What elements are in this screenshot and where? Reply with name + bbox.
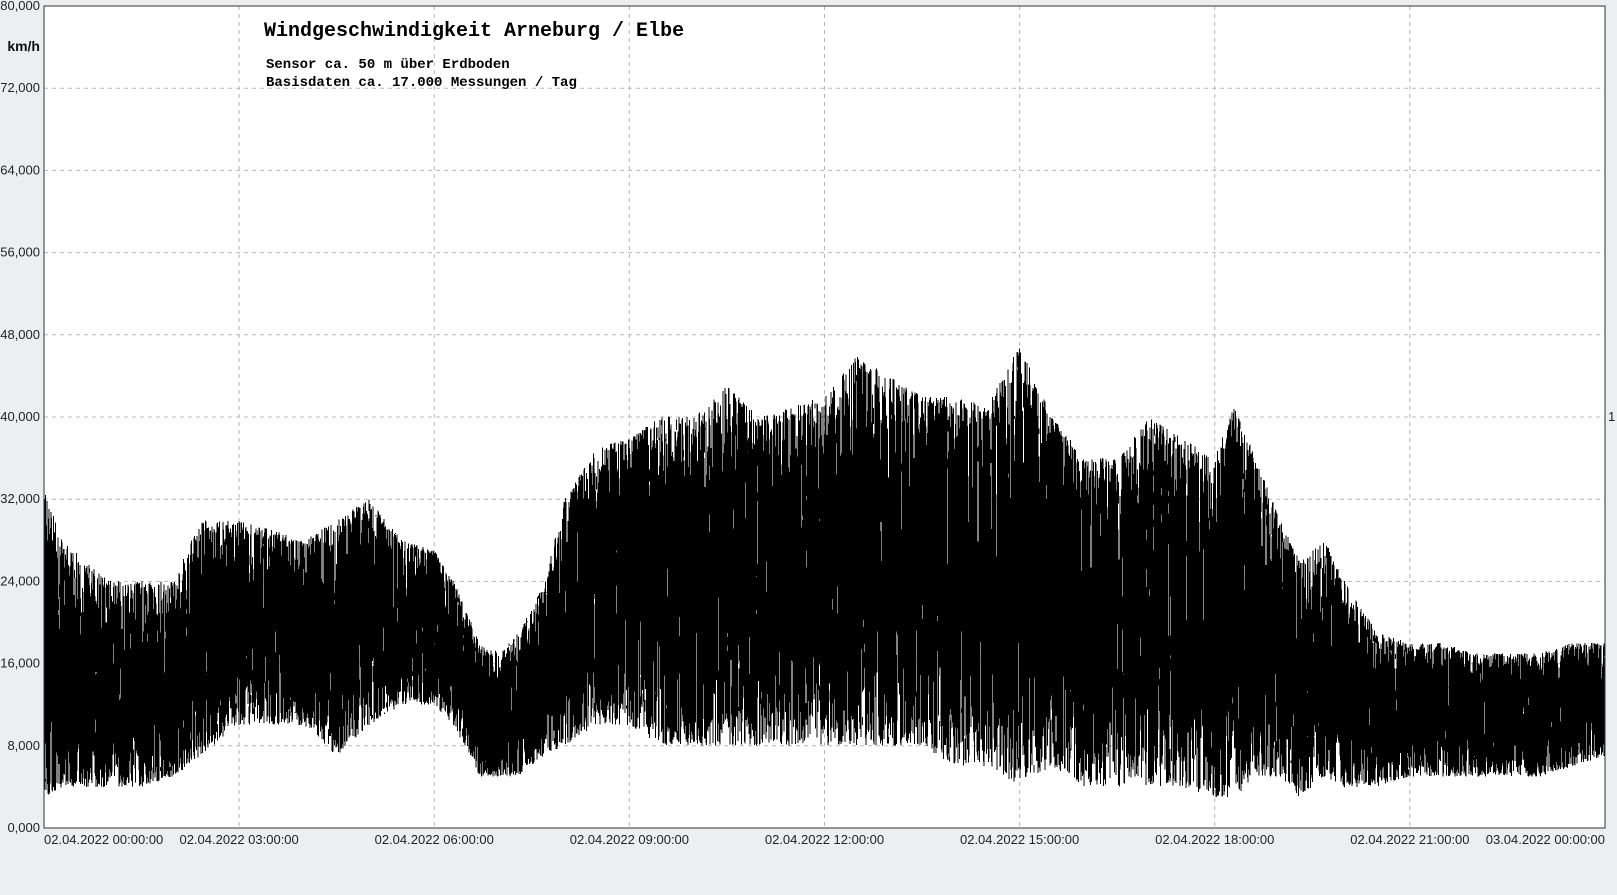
y-tick-label: 64,000	[0, 162, 40, 177]
y-tick-label: 32,000	[0, 491, 40, 506]
x-tick-label: 02.04.2022 21:00:00	[1350, 832, 1469, 847]
x-tick-label: 02.04.2022 03:00:00	[179, 832, 298, 847]
y-tick-label: 48,000	[0, 327, 40, 342]
x-tick-label: 02.04.2022 00:00:00	[44, 832, 163, 847]
windspeed-chart: 0,000 8,000 16,000 24,000 32,000 40,000 48,000…	[0, 0, 1617, 895]
x-tick-label: 02.04.2022 18:00:00	[1155, 832, 1274, 847]
y-tick-label: 24,000	[0, 573, 40, 588]
y-tick-label: 56,000	[0, 245, 40, 260]
x-tick-label: 03.04.2022 00:00:00	[1486, 832, 1605, 847]
y-axis-ticks: 0,000 8,000 16,000 24,000 32,000 40,000 48,000…	[0, 0, 40, 835]
y-tick-label: 0,000	[7, 820, 40, 835]
y-tick-label: 40,000	[0, 409, 40, 424]
x-tick-label: 02.04.2022 12:00:00	[765, 832, 884, 847]
right-side-label: 1	[1608, 409, 1615, 424]
y-tick-label: 8,000	[7, 738, 40, 753]
chart-subtitle-1: Sensor ca. 50 m über Erdboden	[266, 57, 510, 73]
x-tick-label: 02.04.2022 09:00:00	[570, 832, 689, 847]
x-tick-label: 02.04.2022 15:00:00	[960, 832, 1079, 847]
chart-title: Windgeschwindigkeit Arneburg / Elbe	[264, 20, 684, 43]
x-axis-ticks: 02.04.2022 00:00:00 02.04.2022 03:00:00 02…	[44, 832, 1605, 847]
chart-svg: 0,000 8,000 16,000 24,000 32,000 40,000 48,000…	[0, 0, 1617, 895]
x-tick-label: 02.04.2022 06:00:00	[375, 832, 494, 847]
y-axis-unit: km/h	[7, 38, 40, 54]
y-tick-label: 72,000	[0, 80, 40, 95]
chart-subtitle-2: Basisdaten ca. 17.000 Messungen / Tag	[266, 75, 577, 91]
y-tick-label: 16,000	[0, 656, 40, 671]
y-tick-label: 80,000	[0, 0, 40, 13]
